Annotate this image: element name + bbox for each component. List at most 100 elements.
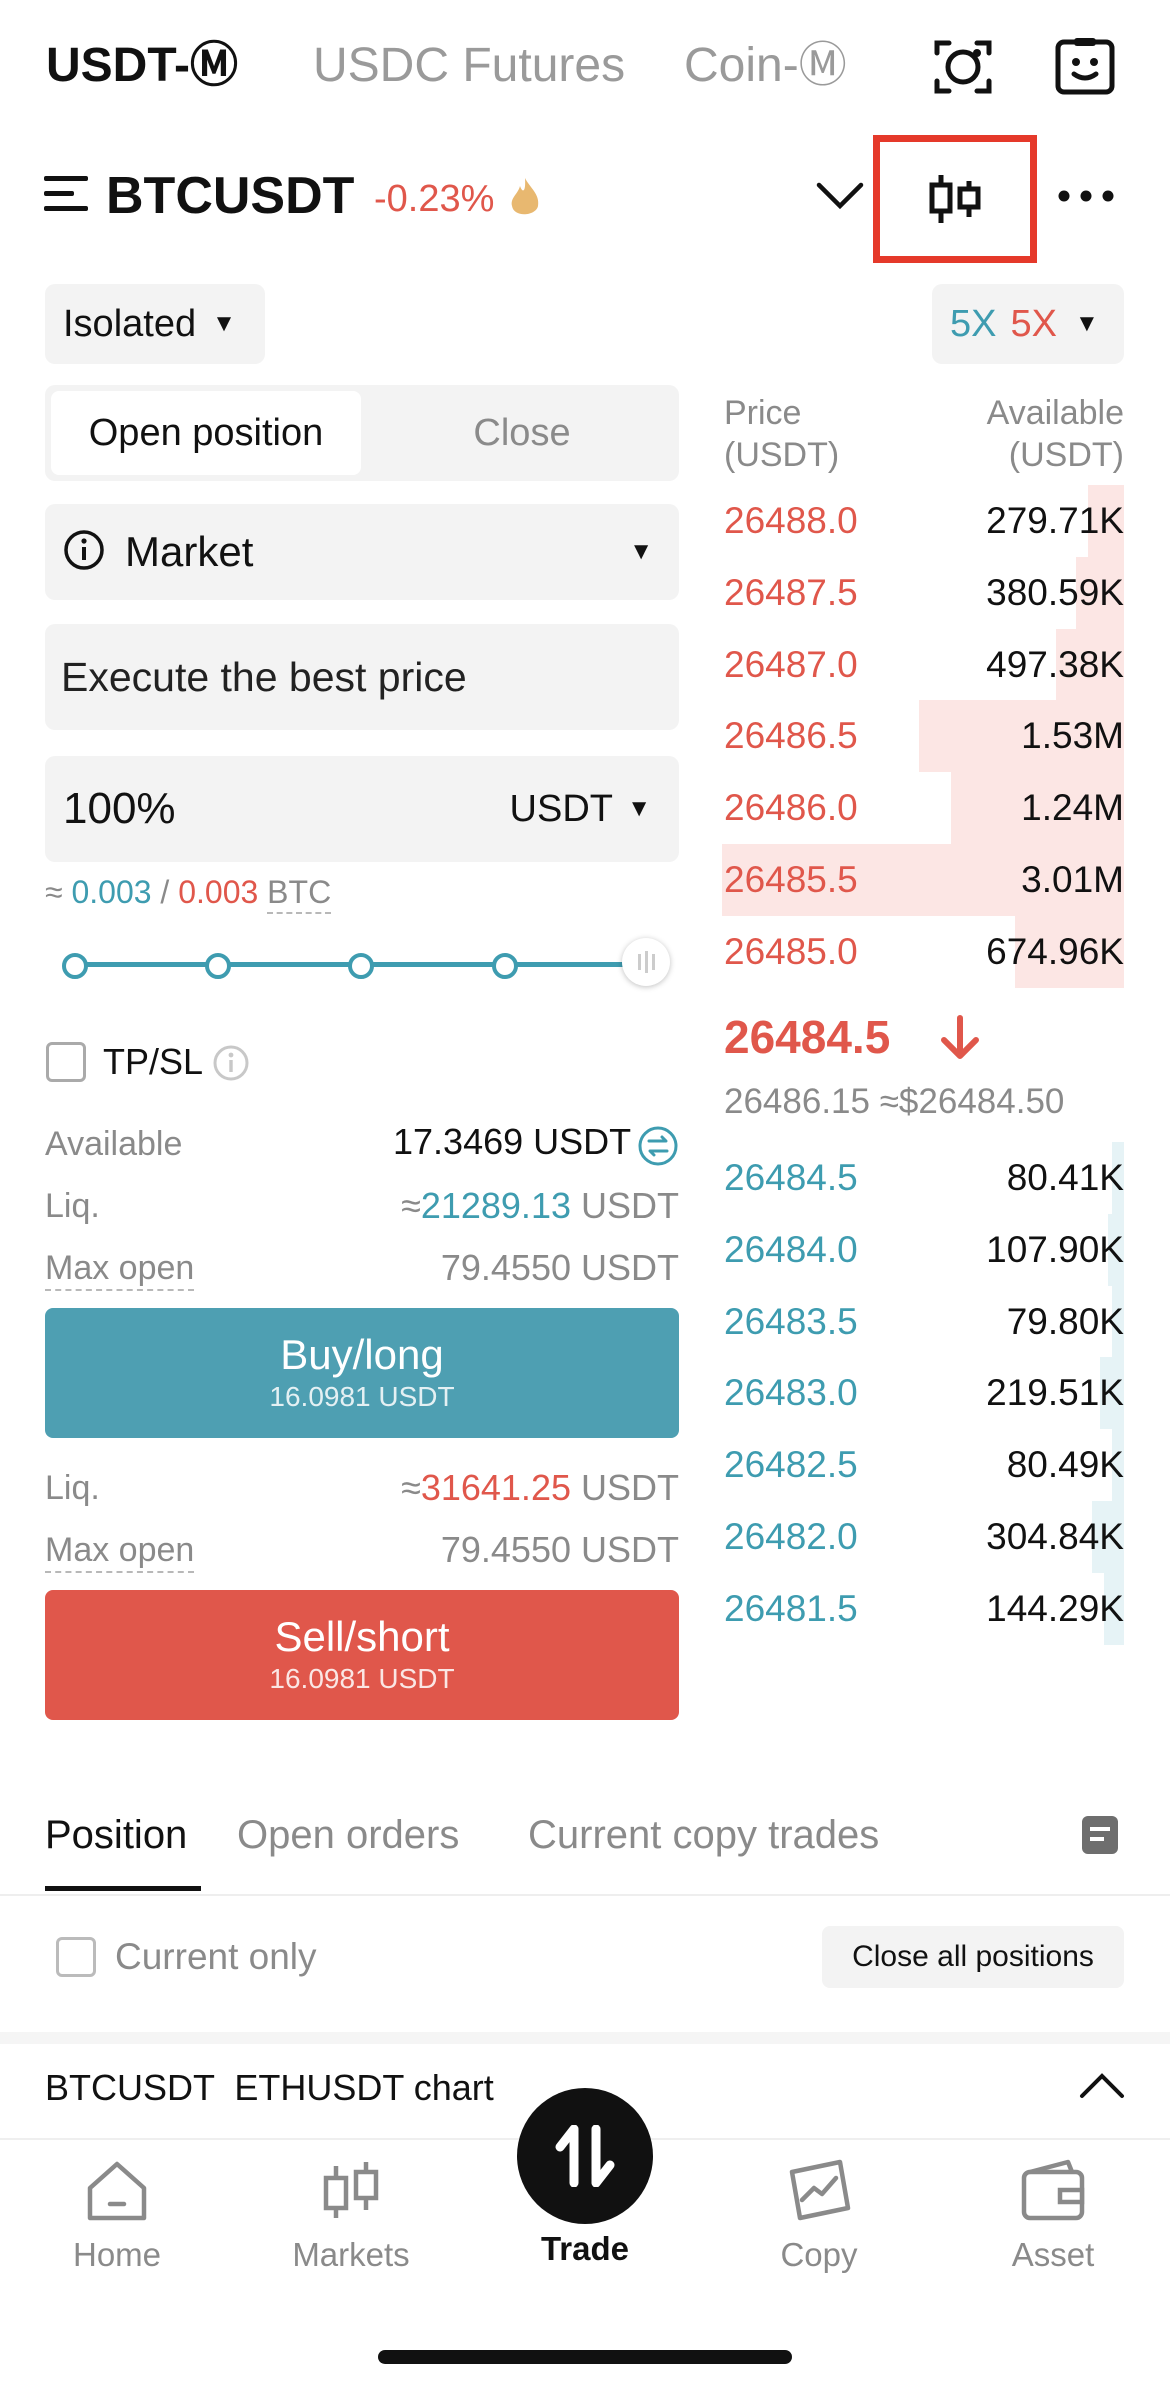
nav-home-label: Home	[72, 2236, 162, 2273]
ask-row[interactable]: 26485.0 674.96K	[722, 915, 1124, 988]
ask-row[interactable]: 26487.5 380.59K	[722, 556, 1124, 629]
tab-usdt-m[interactable]: USDT-Ⓜ	[46, 39, 239, 92]
symbol-title[interactable]: BTCUSDT	[106, 167, 355, 225]
depth-bar	[951, 772, 1124, 845]
chevron-down-icon[interactable]	[812, 172, 868, 220]
nav-markets[interactable]: Markets	[261, 2158, 441, 2274]
depth-bar	[1099, 1357, 1124, 1430]
info-icon	[63, 529, 105, 576]
chart-bar-title[interactable]: BTCUSDT ETHUSDT chart	[45, 2067, 494, 2108]
tab-open-orders[interactable]: Open orders	[237, 1813, 460, 1857]
amount-input[interactable]: 100% USDT ▼	[45, 756, 679, 862]
nav-home[interactable]: Home	[27, 2158, 207, 2274]
ask-row[interactable]: 26486.5 1.53M	[722, 700, 1124, 773]
markets-icon	[261, 2158, 441, 2224]
estimate-unit[interactable]: BTC	[267, 874, 332, 914]
caret-down-icon: ▼	[1074, 310, 1099, 337]
chart-button[interactable]	[873, 135, 1037, 263]
orderbook-amount-header: Available (USDT)	[986, 394, 1124, 474]
bid-row[interactable]: 26482.5 80.49K	[722, 1429, 1124, 1502]
bid-row[interactable]: 26482.0 304.84K	[722, 1501, 1124, 1573]
sell-short-button[interactable]: Sell/short 16.0981 USDT	[45, 1590, 679, 1720]
liq-short-number: 31641.25	[420, 1467, 571, 1508]
info-icon[interactable]	[212, 1044, 250, 1087]
orders-record-icon[interactable]	[1080, 1814, 1120, 1861]
slider-tick[interactable]	[348, 953, 374, 979]
bid-row[interactable]: 26484.5 80.41K	[722, 1142, 1124, 1214]
liq-long-prefix: ≈	[401, 1185, 421, 1226]
bid-amount: 80.41K	[1006, 1157, 1124, 1198]
ask-amount: 674.96K	[986, 930, 1124, 972]
nav-asset[interactable]: Asset	[963, 2158, 1143, 2274]
tab-copy-trades[interactable]: Current copy trades	[528, 1813, 880, 1857]
depth-bar	[1103, 1572, 1124, 1645]
tab-coin-m[interactable]: Coin-Ⓜ	[684, 39, 847, 92]
slider-tick[interactable]	[62, 953, 88, 979]
camera-icon[interactable]	[928, 32, 998, 102]
ask-row[interactable]: 26487.0 497.38K	[722, 628, 1124, 701]
bid-amount: 80.49K	[1006, 1444, 1124, 1486]
last-price[interactable]: 26484.5	[724, 1011, 891, 1063]
depth-bar	[1055, 628, 1124, 701]
bid-amount: 304.84K	[986, 1516, 1124, 1557]
slider-handle[interactable]	[622, 938, 670, 986]
current-only-checkbox[interactable]	[56, 1937, 96, 1977]
slider-tick[interactable]	[205, 953, 231, 979]
available-label: Available	[45, 1125, 183, 1163]
bid-price: 26482.0	[724, 1516, 858, 1557]
bid-price: 26483.5	[724, 1300, 858, 1342]
ask-amount: 1.24M	[1021, 787, 1124, 829]
amount-unit-select[interactable]: USDT	[509, 787, 613, 830]
nav-asset-label: Asset	[1011, 2236, 1095, 2273]
depth-bar	[918, 700, 1124, 773]
nav-trade[interactable]: Trade	[495, 2088, 675, 2268]
caret-down-icon: ▼	[627, 795, 651, 822]
estimate-approx: ≈	[45, 874, 63, 910]
max-open-short-label[interactable]: Max open	[45, 1528, 195, 1573]
tpsl-checkbox[interactable]	[46, 1042, 86, 1082]
bid-row[interactable]: 26484.0 107.90K	[722, 1213, 1124, 1286]
max-open-long-label[interactable]: Max open	[45, 1246, 195, 1291]
price-input[interactable]: Execute the best price	[45, 624, 679, 730]
bid-amount: 107.90K	[986, 1228, 1124, 1270]
tab-close[interactable]: Close	[473, 411, 571, 454]
margin-mode-select[interactable]: Isolated ▼	[45, 284, 265, 364]
close-all-positions-button[interactable]: Close all positions	[822, 1926, 1124, 1988]
bid-amount: 144.29K	[986, 1587, 1124, 1629]
bid-price: 26483.0	[724, 1372, 858, 1414]
support-icon[interactable]	[1052, 32, 1118, 102]
buy-long-button[interactable]: Buy/long 16.0981 USDT	[45, 1308, 679, 1438]
index-price: ≈$26484.50	[879, 1082, 1065, 1121]
tab-usdc-futures[interactable]: USDC Futures	[313, 39, 626, 92]
ask-amount: 380.59K	[986, 571, 1124, 613]
amount-slider[interactable]	[60, 918, 672, 1012]
mark-index-price: 26486.15 ≈$26484.50	[724, 1080, 1064, 1124]
ask-row[interactable]: 26488.0 279.71K	[722, 485, 1124, 557]
margin-mode-label: Isolated	[63, 302, 197, 345]
leverage-select[interactable]: 5X 5X ▼	[932, 284, 1124, 364]
order-type-select[interactable]: Market ▼	[45, 504, 679, 600]
ask-row[interactable]: 26485.5 3.01M	[722, 844, 1124, 916]
ask-price: 26485.0	[724, 930, 858, 972]
bid-row[interactable]: 26481.5 144.29K	[722, 1572, 1124, 1645]
slider-tick[interactable]	[492, 953, 518, 979]
depth-bar	[722, 844, 1124, 916]
bid-price: 26481.5	[724, 1587, 858, 1629]
bid-row[interactable]: 26483.5 79.80K	[722, 1285, 1124, 1358]
estimate-sep: /	[160, 874, 170, 910]
max-open-long-text: Max open	[45, 1249, 195, 1291]
bid-row[interactable]: 26483.0 219.51K	[722, 1357, 1124, 1430]
tab-open-position[interactable]: Open position	[51, 391, 361, 475]
chevron-up-icon[interactable]	[1078, 2070, 1126, 2105]
menu-icon[interactable]	[44, 170, 92, 218]
nav-copy[interactable]: Copy	[729, 2158, 909, 2274]
ask-price: 26487.5	[724, 571, 858, 613]
more-icon[interactable]	[1056, 176, 1116, 216]
tab-position[interactable]: Position	[45, 1813, 188, 1857]
available-value: 17.3469 USDT	[393, 1121, 632, 1162]
nav-copy-label: Copy	[780, 2236, 858, 2273]
candlestick-icon	[929, 175, 981, 223]
trade-icon	[495, 2088, 675, 2224]
ask-row[interactable]: 26486.0 1.24M	[722, 772, 1124, 845]
transfer-icon[interactable]	[638, 1126, 678, 1171]
